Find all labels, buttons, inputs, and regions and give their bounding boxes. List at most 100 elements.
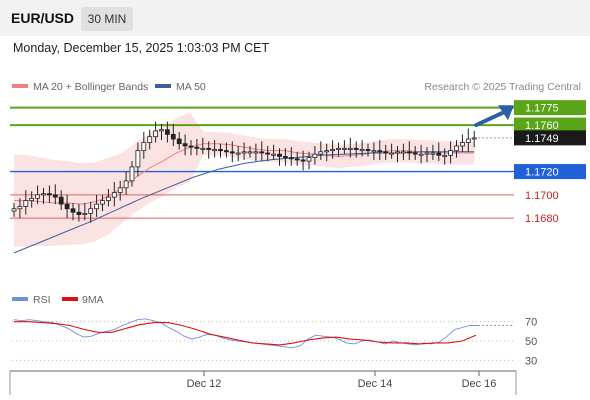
candle-body [442, 154, 448, 157]
candle-body [188, 145, 194, 148]
candle-body [418, 153, 424, 156]
candle-body [212, 149, 218, 152]
candle-body [182, 143, 188, 147]
candle-body [341, 147, 347, 150]
candle-body [465, 138, 471, 143]
candle-body [436, 152, 442, 156]
candle-body [41, 193, 46, 196]
x-tick-label: Dec 12 [187, 378, 222, 390]
candle-body [235, 152, 241, 155]
candle-body [135, 150, 141, 168]
copyright-text: Research © 2025 Trading Central [424, 81, 581, 93]
candle-body [282, 156, 288, 159]
timestamp: Monday, December 15, 2025 1:03:03 PM CET [13, 41, 270, 55]
candle-body [389, 152, 395, 155]
candle-body [471, 137, 477, 140]
main-plot [10, 105, 514, 254]
candle-body [300, 159, 306, 162]
candle-body [306, 157, 312, 162]
candle-body [176, 138, 182, 145]
ma20-legend-swatch [12, 84, 28, 88]
rsi-plot: 30 50 70 [12, 317, 537, 367]
candle-body [194, 146, 200, 149]
rsi-ma9-line [14, 321, 477, 346]
candle-body [29, 197, 35, 202]
candle-body [106, 196, 111, 202]
candle-body [241, 151, 247, 154]
ma9-legend-swatch [62, 297, 78, 301]
candle-body [353, 147, 359, 150]
candle-body [406, 151, 412, 154]
candle-body [206, 147, 212, 150]
rsi-tick-70: 70 [525, 317, 537, 329]
candle-body [70, 208, 76, 213]
candle-body [35, 194, 40, 199]
candle-body [17, 206, 23, 210]
candle-body [247, 151, 253, 154]
candle-body [271, 153, 277, 156]
candle-body [430, 152, 436, 155]
candle-body [153, 130, 159, 138]
candle-body [170, 133, 176, 140]
candle-body [164, 129, 170, 135]
candle-body [412, 152, 418, 155]
symbol-title: EUR/USD [11, 10, 75, 26]
candle-body [76, 211, 82, 215]
level-label-1-1680: 1.1680 [525, 213, 559, 225]
candle-body [141, 142, 147, 152]
level-tag-1-1720 [514, 164, 586, 180]
x-tick-label: Dec 16 [462, 378, 497, 390]
candle-body [377, 150, 383, 153]
ma20-legend-label: MA 20 + Bollinger Bands [33, 81, 148, 93]
candle-body [64, 203, 70, 210]
level-tag-1-1760 [514, 117, 586, 133]
current-price-tag [514, 130, 586, 146]
candle-body [147, 136, 153, 143]
candle-body [277, 153, 282, 157]
candle-body [223, 150, 229, 153]
candle-body [11, 208, 17, 212]
level-label-1-1775: 1.1775 [525, 103, 559, 115]
candle-body [448, 150, 454, 156]
candle-body [424, 152, 430, 155]
candle-body [129, 166, 135, 182]
header-bar: EUR/USD 30 MIN [0, 0, 590, 36]
candle-body [229, 151, 235, 154]
candle-body [123, 180, 129, 189]
candle-body [159, 129, 164, 132]
ma50-legend-label: MA 50 [176, 81, 206, 93]
candle-body [336, 147, 341, 150]
candle-body [347, 147, 353, 150]
candle-body [395, 151, 400, 154]
candle-body [265, 152, 271, 155]
candle-body [324, 150, 330, 153]
candle-body [383, 151, 389, 154]
candle-body [400, 151, 406, 154]
candle-body [454, 145, 459, 152]
candle-body [294, 158, 300, 161]
candle-body [218, 149, 223, 152]
rsi-tick-30: 30 [525, 355, 537, 367]
level-label-1-1760: 1.1760 [525, 120, 559, 132]
bollinger-band [14, 112, 475, 248]
candle-body [52, 194, 58, 198]
candle-body [365, 149, 371, 152]
candle-body [318, 151, 324, 155]
timeframe-button[interactable]: 30 MIN [81, 7, 133, 31]
candle-body [94, 203, 99, 210]
candle-body [100, 200, 105, 205]
candle-body [312, 153, 318, 159]
candle-body [288, 157, 294, 160]
rsi-legend-swatch [12, 297, 28, 301]
rsi-legend-label: RSI [33, 294, 51, 306]
candle-body [111, 192, 117, 198]
candle-body [88, 208, 94, 214]
candle-body [23, 200, 29, 207]
ma50-legend-swatch [155, 84, 171, 88]
candle-body [58, 196, 64, 205]
candle-body [371, 150, 377, 153]
candle-body [459, 142, 465, 147]
forecast-arrowhead [498, 105, 514, 121]
time-axis: Dec 12 Dec 14 Dec 16 [9, 370, 517, 395]
